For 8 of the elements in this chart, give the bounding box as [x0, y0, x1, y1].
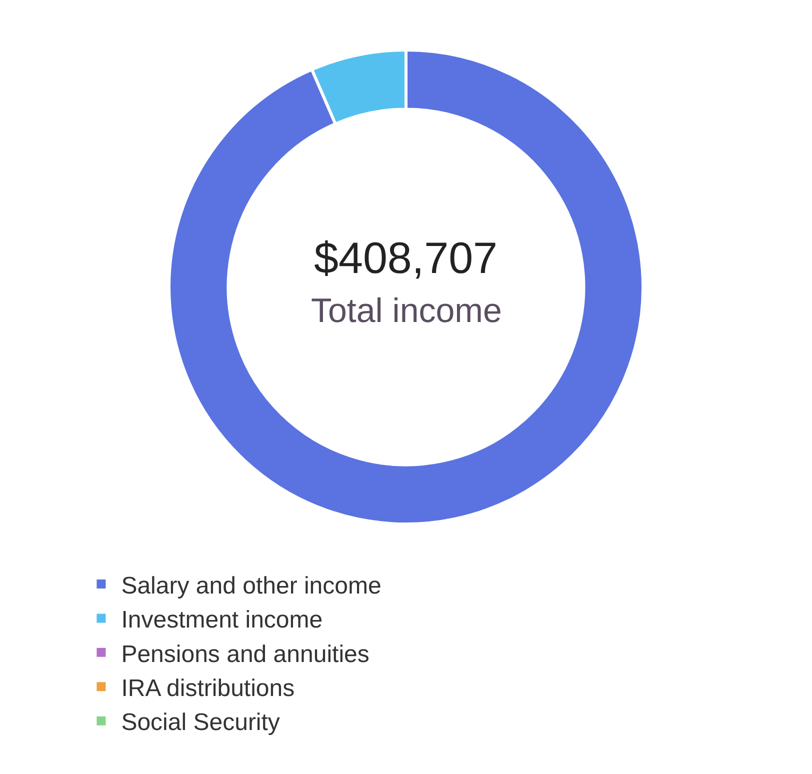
legend-label: Pensions and annuities — [121, 640, 370, 668]
text: Total income — [311, 292, 502, 330]
legend-label: IRA distributions — [121, 674, 295, 702]
text: $408,707 — [314, 234, 498, 283]
legend-label: Salary and other income — [121, 572, 382, 600]
legend-label: Investment income — [121, 606, 323, 634]
donut-slice — [168, 48, 644, 526]
legend-label: Social Security — [121, 709, 280, 736]
